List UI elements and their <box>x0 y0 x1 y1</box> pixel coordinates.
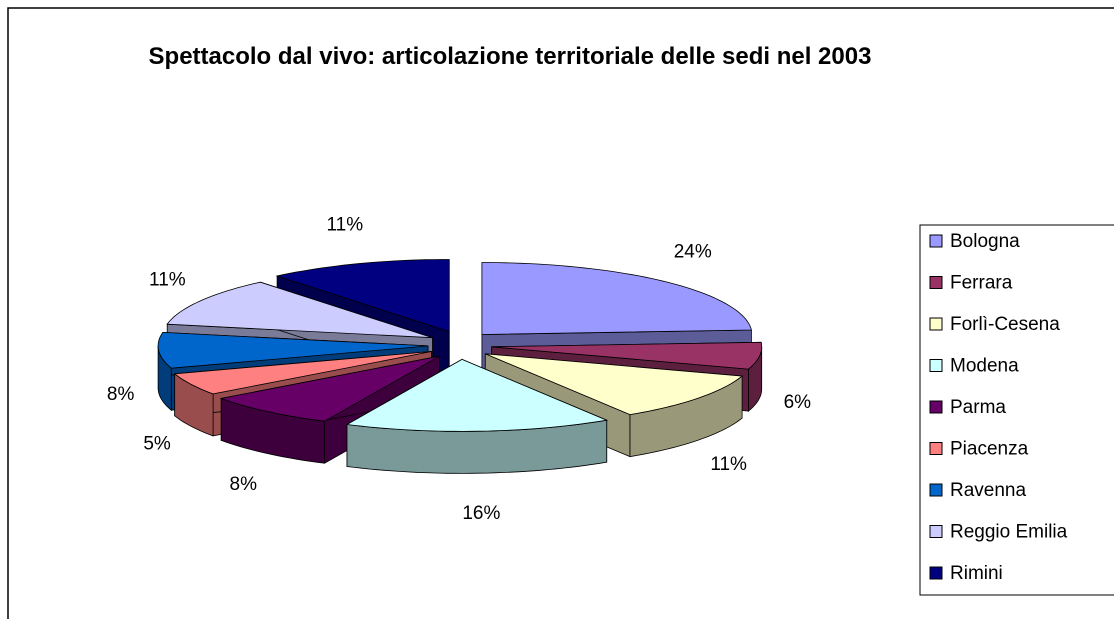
legend-swatch <box>929 442 943 455</box>
data-label: 8% <box>230 474 258 495</box>
slice-top <box>485 353 744 416</box>
data-label: 5% <box>143 434 171 455</box>
legend-label: Rimini <box>950 563 1003 584</box>
legend-label: Modena <box>950 356 1019 377</box>
slice-top <box>275 259 450 333</box>
data-label: 8% <box>107 384 135 405</box>
legend-label: Forlì-Cesena <box>950 314 1060 335</box>
legend-box <box>919 224 1114 596</box>
slice-top <box>219 355 440 422</box>
legend-label: Piacenza <box>950 439 1029 460</box>
legend-swatch <box>929 400 943 414</box>
slice-top <box>166 281 433 339</box>
data-label: 11% <box>327 215 364 236</box>
legend-label: Ferrara <box>950 273 1013 294</box>
data-label: 11% <box>149 269 186 290</box>
slice-top <box>491 341 763 370</box>
slice-top <box>481 262 752 335</box>
slice-top <box>157 331 429 369</box>
legend-swatch <box>929 234 943 248</box>
legend-label: Parma <box>950 397 1006 418</box>
legend-label: Reggio Emilia <box>950 522 1068 543</box>
legend-label: Ravenna <box>950 480 1026 501</box>
slice-top <box>173 351 432 395</box>
legend-swatch <box>929 525 943 538</box>
data-label: 6% <box>784 392 812 413</box>
data-label: 16% <box>462 503 500 524</box>
legend-swatch <box>929 359 943 372</box>
legend-swatch <box>929 483 943 497</box>
legend-label: Bologna <box>950 231 1020 252</box>
chart-title: Spettacolo dal vivo: articolazione terri… <box>148 43 872 70</box>
slice-top <box>345 358 609 432</box>
data-label: 24% <box>674 241 712 262</box>
legend-swatch <box>929 317 943 331</box>
legend-swatch <box>929 276 943 289</box>
legend-swatch <box>929 566 943 580</box>
pie-slice <box>345 358 609 474</box>
data-label: 11% <box>710 454 747 475</box>
